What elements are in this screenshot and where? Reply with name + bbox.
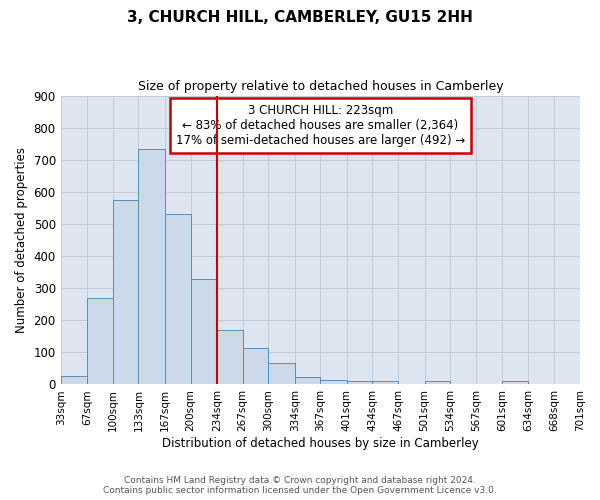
- Text: Contains HM Land Registry data © Crown copyright and database right 2024.
Contai: Contains HM Land Registry data © Crown c…: [103, 476, 497, 495]
- Y-axis label: Number of detached properties: Number of detached properties: [15, 147, 28, 333]
- Text: 3, CHURCH HILL, CAMBERLEY, GU15 2HH: 3, CHURCH HILL, CAMBERLEY, GU15 2HH: [127, 10, 473, 25]
- Bar: [191, 278, 217, 384]
- Bar: [268, 362, 295, 384]
- Bar: [139, 148, 165, 384]
- Bar: [61, 376, 87, 384]
- Bar: [425, 381, 450, 384]
- Bar: [373, 381, 398, 384]
- Bar: [502, 381, 528, 384]
- X-axis label: Distribution of detached houses by size in Camberley: Distribution of detached houses by size …: [162, 437, 479, 450]
- Bar: [87, 298, 113, 384]
- Title: Size of property relative to detached houses in Camberley: Size of property relative to detached ho…: [137, 80, 503, 93]
- Bar: [165, 214, 191, 384]
- Bar: [320, 380, 347, 384]
- Bar: [347, 381, 373, 384]
- Bar: [295, 378, 320, 384]
- Bar: [113, 200, 139, 384]
- Bar: [242, 348, 268, 385]
- Bar: [217, 330, 242, 384]
- Text: 3 CHURCH HILL: 223sqm
← 83% of detached houses are smaller (2,364)
17% of semi-d: 3 CHURCH HILL: 223sqm ← 83% of detached …: [176, 104, 465, 147]
